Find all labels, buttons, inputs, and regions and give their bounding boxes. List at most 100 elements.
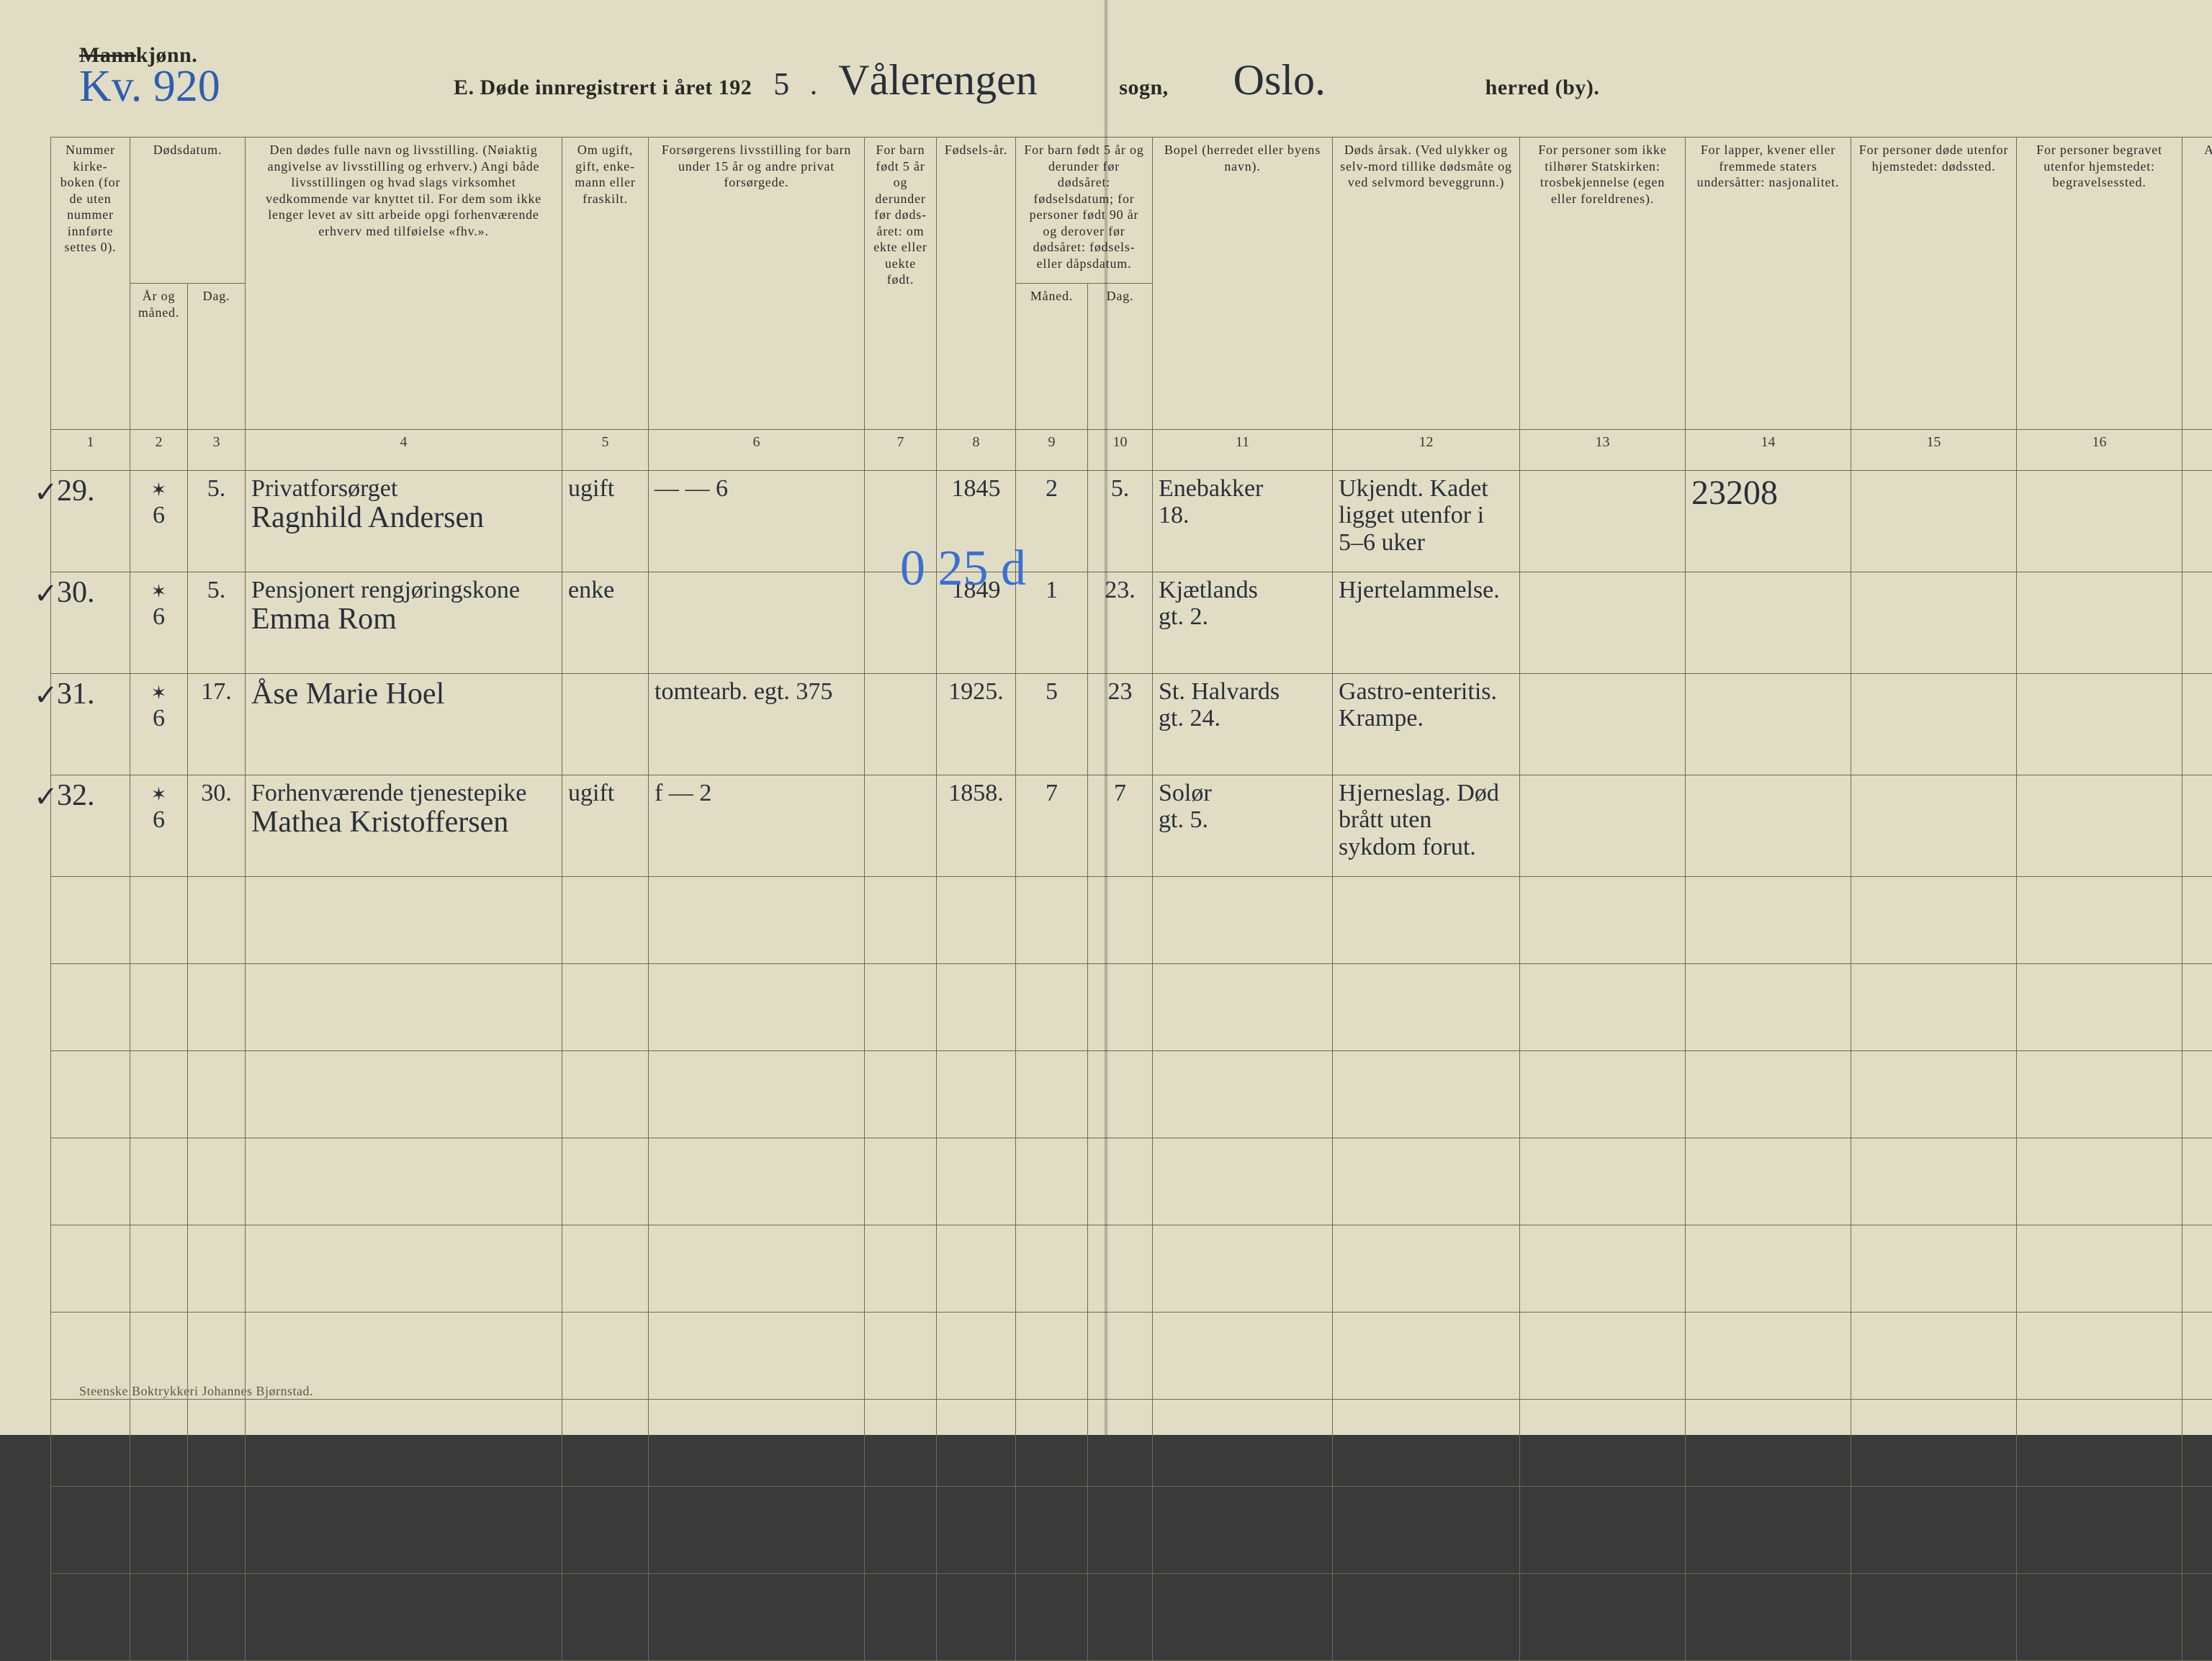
subhead-ar-mnd: År og måned. [130,284,188,430]
herred-script: Oslo. [1233,58,1421,103]
table-cell: 7 [1088,775,1153,877]
table-cell [1153,1051,1333,1138]
ledger-page: Mannkjønn. Kv. 920 E. Døde innregistrert… [0,0,2212,1435]
table-cell [1333,1051,1520,1138]
name-cell: Åse Marie Hoel [246,674,562,775]
table-cell [51,1225,130,1313]
table-cell [1520,1313,1686,1400]
table-cell [865,471,937,572]
table-cell [246,877,562,964]
bopel-line1: Kjætlands [1159,577,1326,603]
table-cell [1520,1225,1686,1313]
ledger-tbody: ✓29.✶65.PrivatforsørgetRagnhild Andersen… [51,471,2212,1661]
table-cell [1851,1574,2017,1661]
table-cell [649,1313,865,1400]
table-cell [1016,1574,1088,1661]
table-row [51,1051,2212,1138]
table-cell [188,1400,246,1487]
table-cell [1686,1313,1851,1400]
table-cell: 5. [188,471,246,572]
column-number: 8 [937,430,1016,471]
table-cell [246,1051,562,1138]
occupation-line: Pensjonert rengjøringskone [251,577,556,603]
table-cell [2017,572,2182,674]
table-row: ✓32.✶630.Forhenværende tjenestepikeMathe… [51,775,2212,877]
table-cell [1851,775,2017,877]
table-cell [1686,877,1851,964]
table-cell [2017,1487,2182,1574]
column-number: 12 [1333,430,1520,471]
column-number: 5 [562,430,649,471]
table-row: ✓31.✶617.Åse Marie Hoeltomtearb. egt. 37… [51,674,2212,775]
table-cell: 23 [1088,674,1153,775]
table-cell [1153,1138,1333,1225]
table-cell [2017,1400,2182,1487]
table-cell [865,1051,937,1138]
table-cell [1016,1225,1088,1313]
table-cell [130,1138,188,1225]
table-cell [246,1487,562,1574]
table-cell [1520,964,1686,1051]
table-cell [51,964,130,1051]
table-row [51,1574,2212,1661]
column-number: 6 [649,430,865,471]
table-cell [2182,1051,2212,1138]
table-cell [130,1225,188,1313]
table-cell [562,1487,649,1574]
table-cell [2182,1400,2212,1487]
table-cell [1851,1138,2017,1225]
table-cell [2182,877,2212,964]
table-cell [2182,674,2212,775]
table-cell [51,1138,130,1225]
table-cell [865,674,937,775]
table-cell [130,1051,188,1138]
bopel-line1: Solør [1159,780,1326,806]
table-cell [865,775,937,877]
table-row [51,1313,2212,1400]
subhead-dag2: Dag. [1088,284,1153,430]
table-cell [865,1487,937,1574]
table-cell [2182,964,2212,1051]
table-cell [1088,1487,1153,1574]
column-header: Anmerkninger. [2182,138,2212,430]
table-cell [1088,1225,1153,1313]
title-dot: . [811,76,817,100]
table-cell [1088,1400,1153,1487]
table-cell [1686,1487,1851,1574]
table-cell [2182,1487,2212,1574]
table-cell: tomtearb. egt. 375 [649,674,865,775]
table-cell [51,877,130,964]
year-digit: 5 [773,68,789,101]
column-number: 7 [865,430,937,471]
table-cell [1686,1225,1851,1313]
table-cell [937,1138,1016,1225]
table-cell [1016,1051,1088,1138]
table-row: ✓29.✶65.PrivatforsørgetRagnhild Andersen… [51,471,2212,572]
row-number: 32. [57,780,124,811]
column-header: Dødsdatum. [130,138,246,284]
table-cell [2182,1574,2212,1661]
table-cell [1088,1051,1153,1138]
table-cell [865,1225,937,1313]
column-header: Nummer kirke-boken (for de uten nummer i… [51,138,130,430]
ledger-table: Nummer kirke-boken (for de uten nummer i… [50,137,2212,1661]
table-cell [1520,1487,1686,1574]
table-row [51,1138,2212,1225]
table-cell: 5. [188,572,246,674]
table-cell [1851,1313,2017,1400]
table-cell [865,572,937,674]
table-cell [130,1400,188,1487]
book-spine [1104,0,1108,1435]
person-name: Mathea Kristoffersen [251,806,556,838]
table-cell [1153,1225,1333,1313]
table-cell [1333,964,1520,1051]
table-cell [130,964,188,1051]
table-cell [937,1225,1016,1313]
table-cell [1520,471,1686,572]
table-cell [130,1574,188,1661]
table-cell [649,1225,865,1313]
table-cell [649,1138,865,1225]
table-cell [1851,1487,2017,1574]
table-row [51,1225,2212,1313]
table-cell [1088,1138,1153,1225]
